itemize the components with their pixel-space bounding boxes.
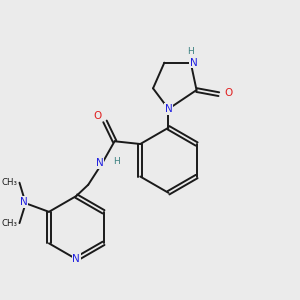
Text: H: H <box>114 157 120 166</box>
Text: N: N <box>20 197 28 207</box>
Text: O: O <box>93 111 102 121</box>
Text: CH₃: CH₃ <box>2 219 18 228</box>
Text: H: H <box>187 47 194 56</box>
Text: N: N <box>72 254 80 264</box>
Text: N: N <box>165 104 172 114</box>
Text: CH₃: CH₃ <box>2 178 18 187</box>
Text: N: N <box>190 58 197 68</box>
Text: N: N <box>96 158 104 168</box>
Text: O: O <box>224 88 232 98</box>
